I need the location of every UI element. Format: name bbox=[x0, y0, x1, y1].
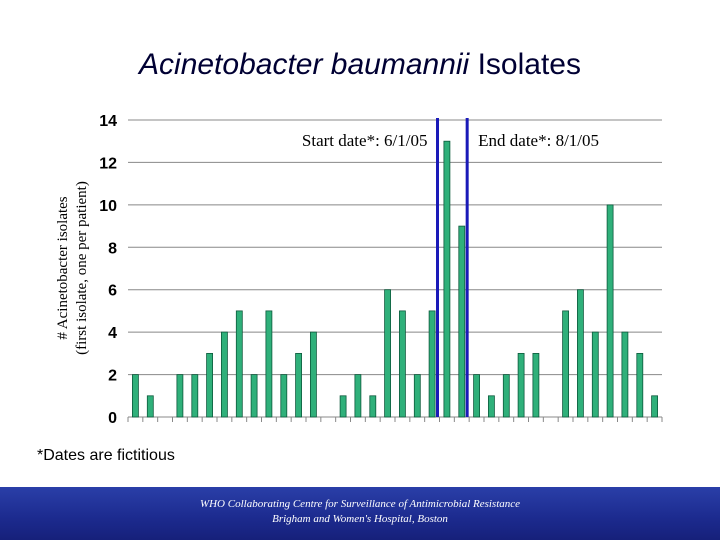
bar bbox=[250, 374, 258, 418]
bar bbox=[369, 395, 377, 418]
bar bbox=[621, 331, 629, 418]
bar bbox=[473, 374, 481, 418]
bar bbox=[191, 374, 199, 418]
bar bbox=[354, 374, 362, 418]
bar bbox=[176, 374, 184, 418]
bar bbox=[384, 289, 392, 418]
start-date-annotation: Start date*: 6/1/05 bbox=[302, 131, 428, 150]
bar bbox=[443, 140, 451, 418]
isolates-bar-chart: # Acinetobacter isolates (first isolate,… bbox=[55, 113, 663, 427]
date-markers bbox=[436, 118, 469, 417]
y-tick-label: 4 bbox=[108, 325, 117, 342]
bar bbox=[532, 352, 540, 418]
title-organism: Acinetobacter baumannii bbox=[139, 48, 470, 81]
bar bbox=[280, 374, 288, 418]
bar bbox=[428, 310, 436, 418]
y-tick-label: 8 bbox=[108, 240, 117, 257]
bar bbox=[487, 395, 495, 418]
end-date-annotation: End date*: 8/1/05 bbox=[478, 131, 599, 150]
bar bbox=[131, 374, 139, 418]
annotations: Start date*: 6/1/05 End date*: 8/1/05 bbox=[302, 131, 599, 150]
bar bbox=[502, 374, 510, 418]
bar bbox=[235, 310, 243, 418]
y-tick-label: 12 bbox=[99, 155, 117, 172]
footnote: *Dates are fictitious bbox=[37, 447, 175, 464]
y-axis-label-line2: (first isolate, one per patient) bbox=[74, 181, 90, 355]
bar bbox=[606, 204, 614, 418]
bar bbox=[220, 331, 228, 418]
bar bbox=[146, 395, 154, 418]
bar bbox=[398, 310, 406, 418]
bar bbox=[562, 310, 569, 418]
bar bbox=[339, 395, 347, 418]
y-tick-label: 14 bbox=[99, 113, 117, 130]
y-axis-label: # Acinetobacter isolates (first isolate,… bbox=[55, 181, 90, 355]
title-suffix: Isolates bbox=[469, 48, 581, 81]
bar bbox=[577, 289, 584, 418]
bar bbox=[309, 331, 317, 418]
y-tick-label: 10 bbox=[99, 198, 117, 215]
y-tick-label: 2 bbox=[108, 368, 117, 385]
bar bbox=[413, 374, 421, 418]
bars bbox=[131, 140, 658, 418]
bar bbox=[636, 352, 644, 418]
bar bbox=[651, 395, 658, 418]
footer-band: WHO Collaborating Centre for Surveillanc… bbox=[0, 487, 720, 540]
y-tick-labels: 0 2 4 6 8 10 12 14 bbox=[99, 113, 117, 427]
slide-title: Acinetobacter baumannii Isolates bbox=[0, 48, 720, 82]
footer-line1: WHO Collaborating Centre for Surveillanc… bbox=[199, 498, 521, 510]
y-tick-label: 6 bbox=[108, 283, 117, 300]
y-tick-label: 0 bbox=[108, 410, 117, 427]
footer-line2: Brigham and Women's Hospital, Boston bbox=[272, 513, 448, 525]
bar bbox=[458, 225, 466, 418]
bar bbox=[206, 352, 214, 418]
bar bbox=[295, 352, 303, 418]
bar bbox=[265, 310, 273, 418]
bar bbox=[517, 352, 525, 418]
y-axis-label-line1: # Acinetobacter isolates bbox=[55, 196, 71, 339]
gridlines bbox=[127, 119, 663, 422]
bar bbox=[591, 331, 599, 418]
